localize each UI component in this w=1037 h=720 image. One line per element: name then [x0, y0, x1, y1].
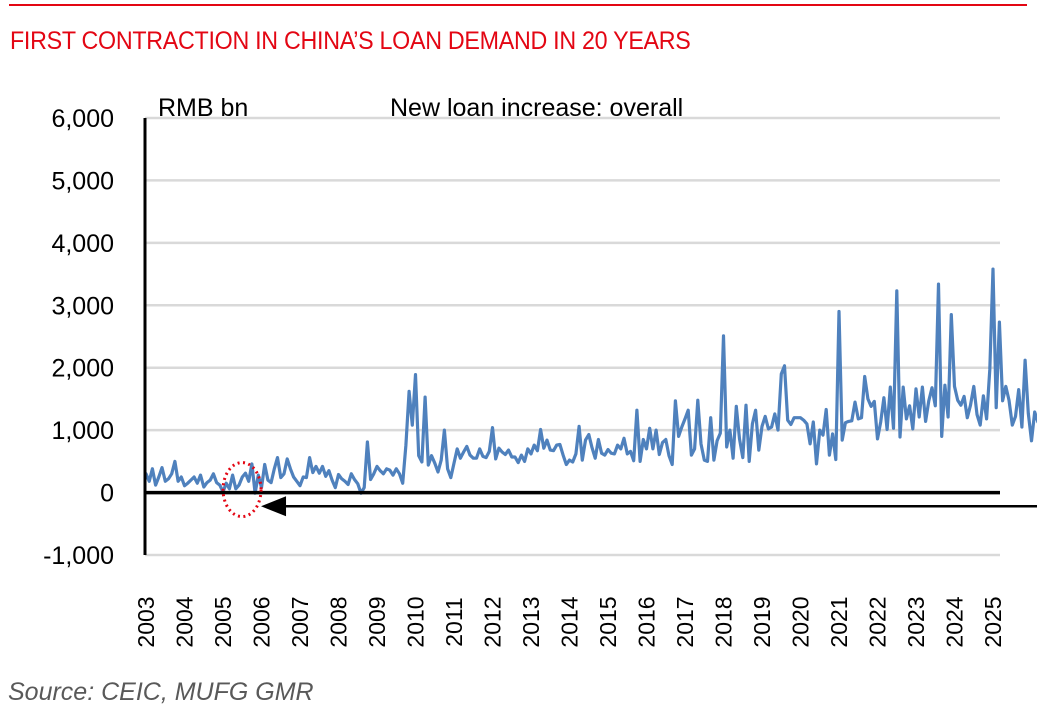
x-tick-label: 2016: [634, 596, 660, 647]
x-tick-label: 2007: [287, 596, 313, 647]
x-tick-label: 2012: [480, 596, 506, 647]
x-tick-label: 2010: [403, 596, 429, 647]
x-tick-label: 2021: [826, 596, 852, 647]
x-tick-label: 2018: [711, 596, 737, 647]
series-line: [144, 267, 1037, 495]
x-tick-label: 2006: [249, 596, 275, 647]
y-tick-label: 2,000: [51, 355, 114, 383]
axes: [143, 118, 1000, 555]
x-tick-label: 2011: [441, 597, 467, 646]
series-layer: [144, 267, 1037, 495]
x-tick-label: 2019: [749, 596, 775, 647]
x-tick-label: 2005: [210, 596, 236, 647]
page-title: FIRST CONTRACTION IN CHINA’S LOAN DEMAND…: [10, 27, 691, 55]
x-tick-label: 2009: [364, 596, 390, 647]
y-tick-label: 0: [100, 480, 114, 508]
x-tick-label: 2013: [518, 596, 544, 647]
y-tick-label: 1,000: [51, 417, 114, 445]
x-tick-label: 2017: [672, 596, 698, 647]
top-rule: [9, 4, 1027, 6]
annotations: [221, 461, 1037, 519]
highlight-ellipse-2005: [221, 461, 263, 519]
y-axis-ticks: 6,000 5,000 4,000 3,000 2,000 1,000 0 -1,000: [43, 105, 114, 570]
y-tick-label: 4,000: [51, 230, 114, 258]
gridlines: [145, 116, 1000, 557]
x-tick-label: 2022: [865, 596, 891, 647]
x-tick-label: 2020: [788, 596, 814, 647]
x-tick-label: 2014: [557, 596, 583, 647]
x-tick-label: 2008: [326, 596, 352, 647]
x-tick-label: 2025: [980, 596, 1006, 647]
x-tick-label: 2004: [172, 596, 198, 647]
source-note: Source: CEIC, MUFG GMR: [8, 678, 314, 706]
y-tick-label: 6,000: [51, 105, 114, 133]
x-tick-label: 2023: [903, 596, 929, 647]
y-axis-unit-label: RMB bn: [158, 94, 248, 122]
x-axis-ticks: 2003 2004 2005 2006 2007 2008 2009 2010 2011 2012…: [133, 596, 1006, 647]
x-tick-label: 2024: [942, 596, 968, 647]
y-tick-label: 5,000: [51, 167, 114, 195]
x-tick-label: 2003: [133, 596, 159, 647]
y-tick-label: -1,000: [43, 542, 114, 570]
chart-title: New loan increase: overall: [390, 94, 683, 122]
x-tick-label: 2015: [595, 596, 621, 647]
y-tick-label: 3,000: [51, 292, 114, 320]
arrow-head-icon: [261, 496, 287, 517]
